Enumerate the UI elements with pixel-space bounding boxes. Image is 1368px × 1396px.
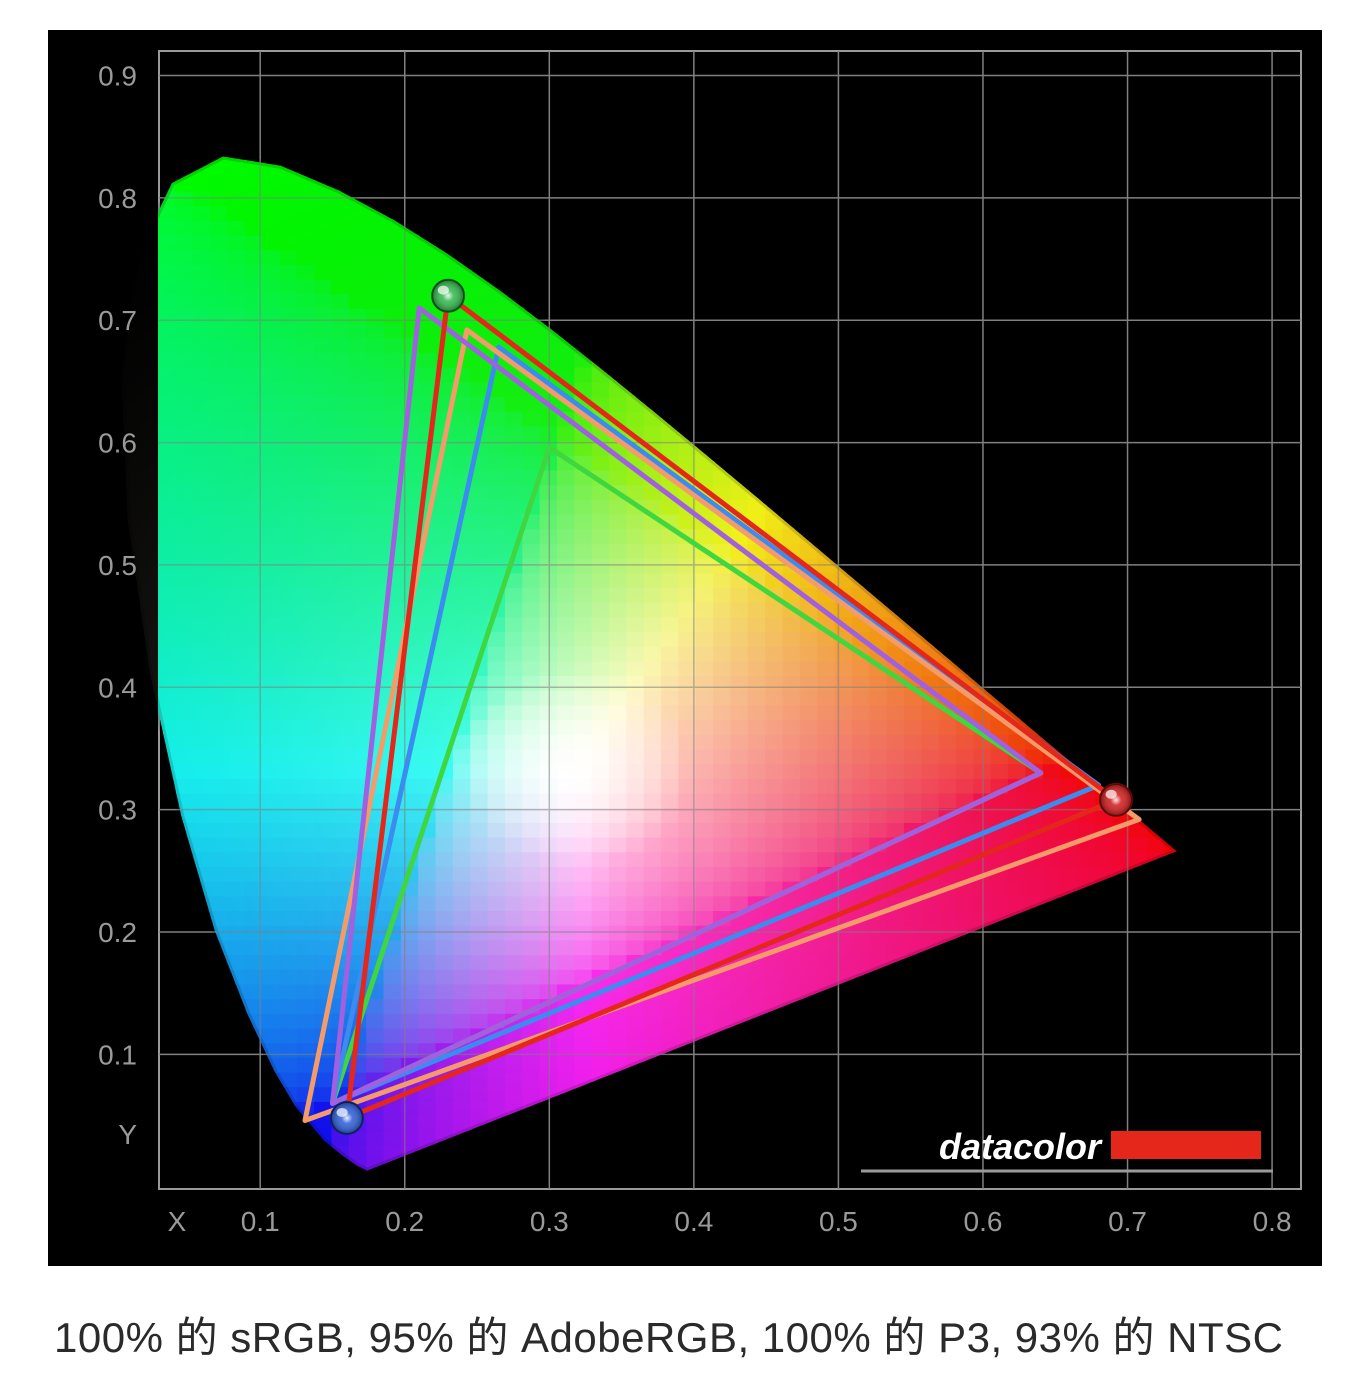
brand-text: datacolor (939, 1126, 1103, 1167)
svg-text:0.9: 0.9 (98, 60, 137, 91)
brand-datacolor: datacolor (861, 1126, 1273, 1171)
svg-text:0.8: 0.8 (98, 183, 137, 214)
svg-text:X: X (168, 1206, 187, 1237)
svg-text:0.1: 0.1 (241, 1206, 280, 1237)
svg-text:0.4: 0.4 (674, 1206, 713, 1237)
svg-text:0.8: 0.8 (1253, 1206, 1292, 1237)
svg-text:0.2: 0.2 (385, 1206, 424, 1237)
svg-text:0.3: 0.3 (530, 1206, 569, 1237)
svg-text:0.5: 0.5 (98, 550, 137, 581)
svg-text:0.7: 0.7 (98, 305, 137, 336)
svg-text:0.6: 0.6 (98, 428, 137, 459)
svg-text:Y: Y (118, 1119, 137, 1150)
svg-text:0.2: 0.2 (98, 917, 137, 948)
caption-text: 100% 的 sRGB, 95% 的 AdobeRGB, 100% 的 P3, … (48, 1304, 1320, 1365)
svg-text:0.3: 0.3 (98, 795, 137, 826)
svg-text:0.6: 0.6 (964, 1206, 1003, 1237)
chromaticity-chart: 0.1 0.2 0.3 0.4 0.5 0.6 0.7 0.8 0.1 0.2 0.3 0.4 0.5 0… (48, 30, 1322, 1266)
svg-text:0.5: 0.5 (819, 1206, 858, 1237)
green-primary (432, 280, 464, 312)
blue-primary (331, 1102, 363, 1134)
svg-text:0.4: 0.4 (98, 672, 137, 703)
svg-text:0.7: 0.7 (1108, 1206, 1147, 1237)
red-primary (1100, 784, 1132, 816)
brand-bar (1111, 1131, 1261, 1159)
svg-text:0.1: 0.1 (98, 1039, 137, 1070)
